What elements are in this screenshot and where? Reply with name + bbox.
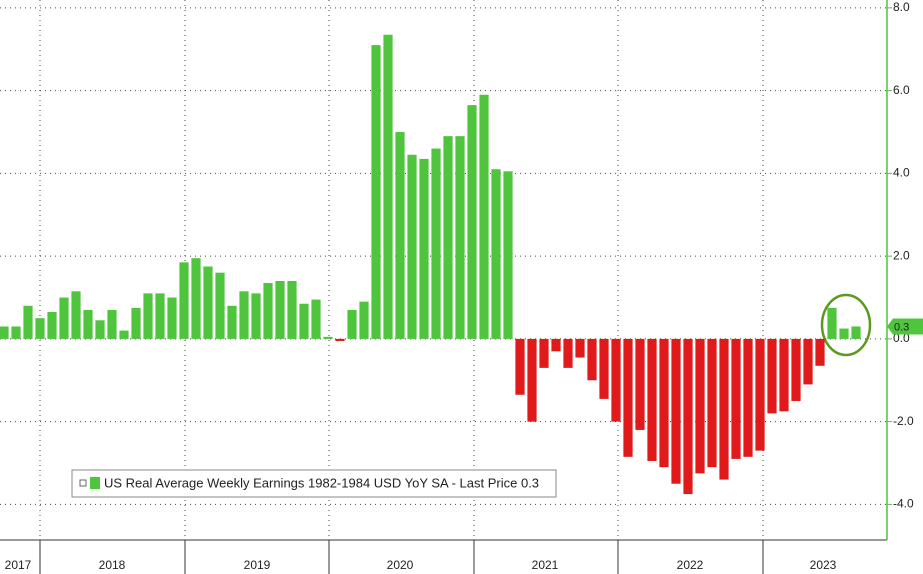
- bar: [383, 34, 393, 339]
- bar: [371, 45, 381, 339]
- bar: [227, 305, 237, 339]
- bar: [839, 328, 849, 339]
- bar: [599, 338, 609, 399]
- bar: [755, 338, 765, 451]
- bar: [191, 258, 201, 339]
- bar: [527, 338, 537, 422]
- bar: [659, 338, 669, 468]
- bar: [767, 338, 777, 414]
- legend-box: [71, 469, 557, 498]
- bar: [791, 338, 801, 401]
- bar: [239, 291, 249, 339]
- bar: [551, 338, 561, 352]
- bar: [479, 94, 489, 339]
- x-period-label: 2018: [99, 558, 126, 572]
- bar: [359, 301, 369, 339]
- bar: [35, 318, 45, 339]
- bar: [719, 338, 729, 480]
- y-tick-label: 2.0: [893, 248, 910, 262]
- bar: [575, 338, 585, 358]
- bar: [623, 338, 633, 457]
- bar: [83, 309, 93, 339]
- bar: [803, 338, 813, 385]
- bar: [251, 293, 261, 339]
- bar: [167, 297, 177, 339]
- y-tick-label: 0.0: [893, 331, 910, 345]
- bar: [671, 338, 681, 484]
- bar: [431, 148, 441, 339]
- bar: [311, 299, 321, 339]
- bar: [539, 338, 549, 368]
- x-period-label: 2017: [5, 558, 32, 572]
- bar: [23, 305, 33, 339]
- bar: [395, 132, 405, 339]
- bar: [47, 312, 57, 339]
- x-period-label: 2019: [244, 558, 271, 572]
- bar: [143, 293, 153, 339]
- bar: [827, 307, 837, 339]
- legend-toggle: [79, 479, 87, 487]
- x-period-label: 2023: [810, 558, 837, 572]
- y-tick-label: -4.0: [893, 497, 914, 511]
- bar: [263, 283, 273, 339]
- bar: [455, 136, 465, 339]
- legend: US Real Average Weekly Earnings 1982-198…: [71, 469, 557, 498]
- bar: [851, 326, 861, 339]
- bar: [635, 338, 645, 430]
- bar: [587, 338, 597, 381]
- bar: [95, 320, 105, 339]
- bar: [71, 291, 81, 339]
- y-tick-label: 6.0: [893, 83, 910, 97]
- bar: [707, 338, 717, 468]
- highlight-ellipse: [820, 293, 872, 357]
- bar: [0, 326, 9, 339]
- bar: [335, 338, 345, 341]
- bar: [107, 309, 117, 339]
- bar: [131, 307, 141, 339]
- bar: [323, 336, 333, 339]
- bar: [611, 338, 621, 422]
- last-price-tag: [887, 318, 923, 335]
- bar: [299, 303, 309, 339]
- bar: [695, 338, 705, 474]
- x-period-label: 2022: [677, 558, 704, 572]
- bar: [11, 326, 21, 339]
- bar: [731, 338, 741, 459]
- bar: [203, 266, 213, 339]
- bar: [59, 297, 69, 339]
- bar: [779, 338, 789, 412]
- bar: [419, 158, 429, 339]
- bar: [563, 338, 573, 368]
- bar: [407, 154, 417, 339]
- x-period-label: 2021: [532, 558, 559, 572]
- legend-swatch: [90, 477, 100, 489]
- bar: [119, 330, 129, 339]
- last-price-label: 0.3: [894, 321, 909, 333]
- bar: [215, 272, 225, 339]
- x-period-label: 2020: [387, 558, 414, 572]
- bar: [743, 338, 753, 457]
- bar: [515, 338, 525, 395]
- y-tick-label: 4.0: [893, 166, 910, 180]
- legend-label: US Real Average Weekly Earnings 1982-198…: [104, 475, 539, 490]
- bar: [275, 280, 285, 339]
- bar: [179, 262, 189, 339]
- y-tick-label: 8.0: [893, 0, 910, 14]
- bar: [287, 280, 297, 339]
- bar: [683, 338, 693, 495]
- bar: [491, 169, 501, 339]
- bar: [503, 171, 513, 339]
- bar: [443, 136, 453, 339]
- bar: [815, 338, 825, 366]
- bar: [347, 309, 357, 339]
- y-tick-label: -2.0: [893, 414, 914, 428]
- bar: [155, 293, 165, 339]
- bar: [467, 105, 477, 339]
- bar: [647, 338, 657, 461]
